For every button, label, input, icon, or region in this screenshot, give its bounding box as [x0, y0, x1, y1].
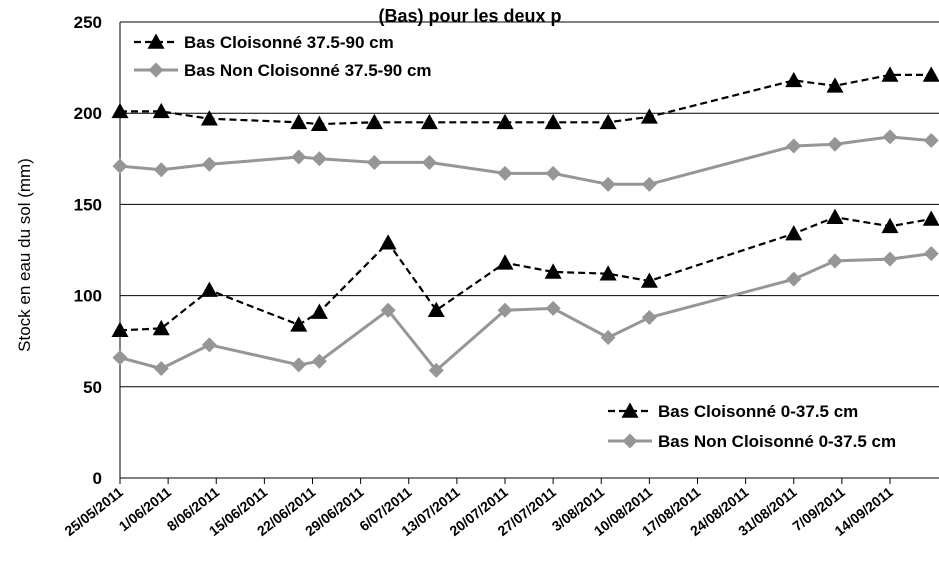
legend: Bas Cloisonné 37.5-90 cm Bas Non Cloisonn… [134, 33, 896, 451]
data-point-diamond [154, 361, 169, 376]
data-point-diamond [883, 129, 898, 144]
data-point-triangle [290, 114, 307, 129]
series-1 [113, 129, 939, 191]
data-point-diamond [498, 166, 513, 181]
legend-entry: Bas Cloisonné 37.5-90 cm [134, 33, 394, 52]
data-point-diamond [113, 159, 128, 174]
x-tick-label: 25/05/2011 [61, 484, 126, 539]
data-point-diamond [828, 137, 843, 152]
data-point-triangle [428, 302, 445, 317]
series-line [120, 75, 931, 124]
series-line [120, 254, 931, 371]
data-point-diamond [546, 301, 561, 316]
data-point-triangle [923, 210, 939, 225]
data-point-diamond [601, 177, 616, 192]
data-point-diamond [202, 157, 217, 172]
legend-entry: Bas Non Cloisonné 37.5-90 cm [134, 61, 432, 80]
data-point-diamond [623, 434, 638, 449]
chart-title-partial: (Bas) pour les deux p [378, 6, 561, 26]
data-point-diamond [202, 337, 217, 352]
data-point-diamond [113, 350, 128, 365]
legend-label: Bas Cloisonné 0-37.5 cm [658, 402, 858, 421]
data-point-diamond [601, 330, 616, 345]
data-point-diamond [924, 133, 939, 148]
y-tick-label: 50 [83, 378, 102, 397]
axes: 05010015020025025/05/20111/06/20118/06/2… [61, 13, 896, 539]
legend-label: Bas Non Cloisonné 0-37.5 cm [658, 432, 896, 451]
series-line [120, 137, 931, 184]
y-axis-label: Stock en eau du sol (mm) [15, 158, 34, 352]
data-point-diamond [828, 253, 843, 268]
data-point-diamond [642, 310, 657, 325]
data-point-triangle [882, 218, 899, 233]
data-point-triangle [827, 209, 844, 224]
data-point-triangle [421, 114, 438, 129]
data-point-triangle [201, 282, 218, 297]
legend-entry: Bas Non Cloisonné 0-37.5 cm [608, 432, 896, 451]
y-tick-label: 200 [74, 104, 102, 123]
legend-label: Bas Cloisonné 37.5-90 cm [184, 33, 394, 52]
data-point-diamond [291, 149, 306, 164]
x-tick-label: 1/06/2011 [116, 484, 174, 535]
data-point-diamond [422, 155, 437, 170]
legend-label: Bas Non Cloisonné 37.5-90 cm [184, 61, 432, 80]
y-tick-label: 0 [93, 469, 102, 488]
data-point-diamond [367, 155, 382, 170]
series-2 [112, 209, 939, 337]
data-point-diamond [149, 63, 164, 78]
y-tick-label: 150 [74, 195, 102, 214]
data-point-diamond [924, 246, 939, 261]
y-tick-label: 100 [74, 287, 102, 306]
y-tick-label: 250 [74, 13, 102, 32]
legend-entry: Bas Cloisonné 0-37.5 cm [608, 402, 858, 421]
data-point-diamond [546, 166, 561, 181]
data-point-triangle [545, 114, 562, 129]
data-point-diamond [312, 151, 327, 166]
data-point-triangle [380, 234, 397, 249]
data-point-triangle [600, 114, 617, 129]
data-point-diamond [642, 177, 657, 192]
data-point-diamond [883, 252, 898, 267]
data-point-triangle [641, 108, 658, 123]
data-point-triangle [366, 114, 383, 129]
data-point-diamond [786, 139, 801, 154]
data-point-triangle [497, 254, 514, 269]
data-point-triangle [785, 225, 802, 240]
data-point-diamond [154, 162, 169, 177]
data-point-triangle [311, 116, 328, 131]
data-point-triangle [785, 72, 802, 87]
data-point-diamond [291, 357, 306, 372]
data-point-triangle [923, 66, 939, 81]
data-point-triangle [290, 316, 307, 331]
data-point-diamond [786, 272, 801, 287]
